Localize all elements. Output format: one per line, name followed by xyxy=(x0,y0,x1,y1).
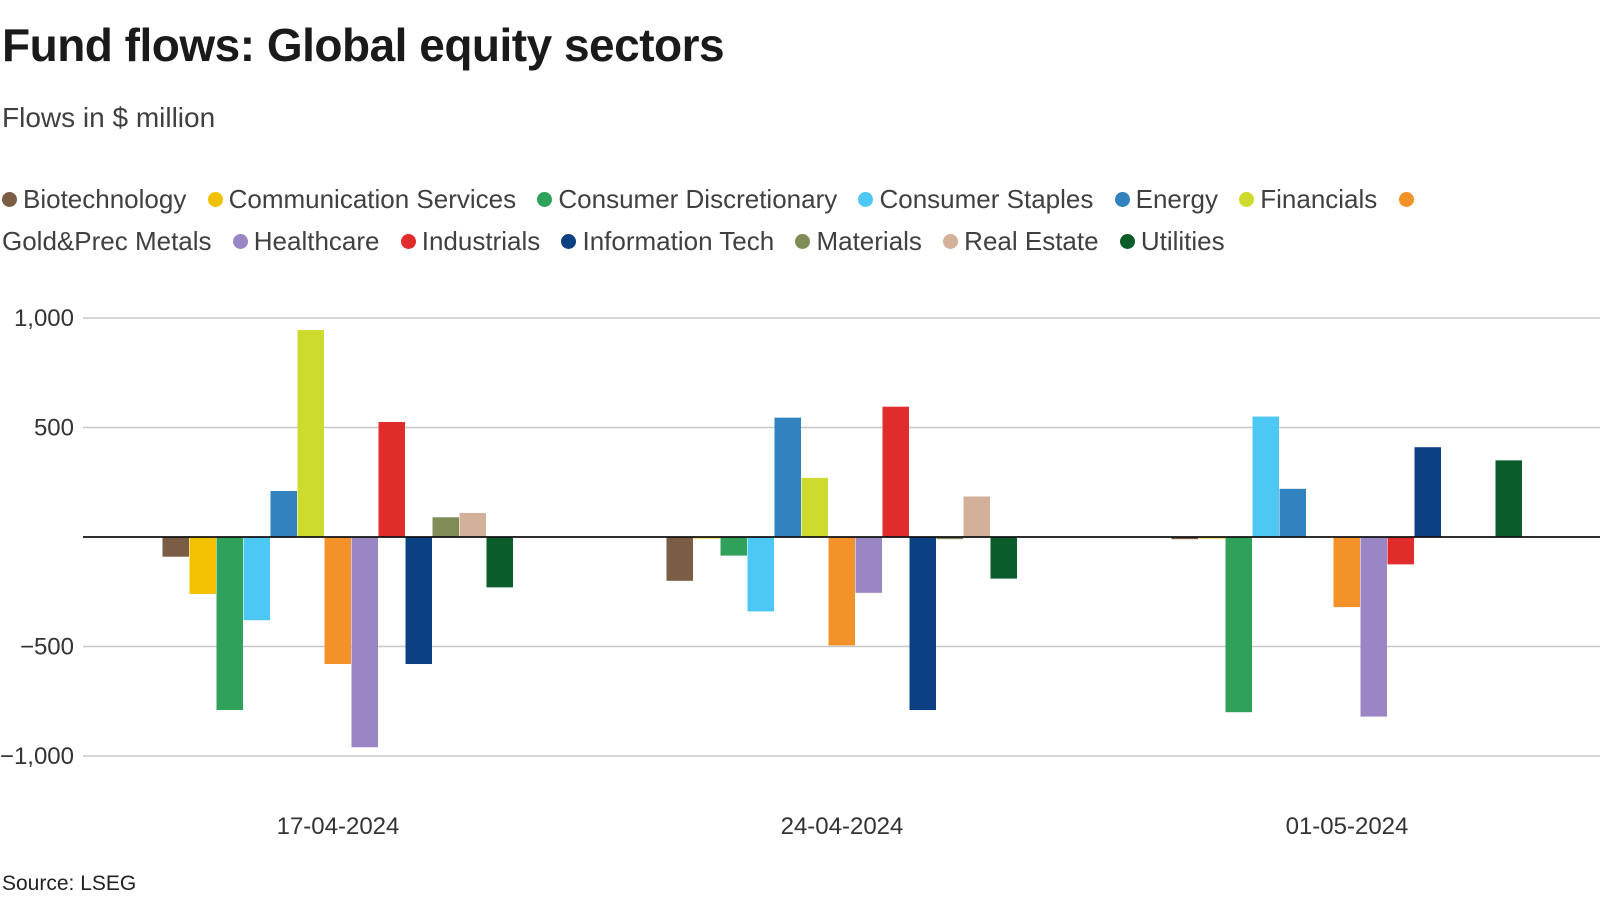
bar-real-estate-17-04-2024 xyxy=(459,512,486,537)
bar-consumer-discretionary-24-04-2024 xyxy=(720,537,747,556)
y-tick-label: −1,000 xyxy=(0,743,74,770)
legend-item-biotechnology: Biotechnology xyxy=(2,184,186,214)
legend-item-energy: Energy xyxy=(1114,184,1218,214)
bar-real-estate-24-04-2024 xyxy=(963,496,990,537)
bar-gold-prec-metals-17-04-2024 xyxy=(324,537,351,665)
legend-item-utilities: Utilities xyxy=(1119,226,1225,256)
bar-consumer-staples-01-05-2024 xyxy=(1252,416,1279,537)
bar-materials-24-04-2024 xyxy=(936,537,963,540)
bar-energy-01-05-2024 xyxy=(1279,488,1306,537)
legend-item-communication-services: Communication Services xyxy=(207,184,517,214)
bar-industrials-24-04-2024 xyxy=(882,406,909,537)
legend-item-materials: Materials xyxy=(795,226,922,256)
bar-information-tech-17-04-2024 xyxy=(405,537,432,665)
chart-subtitle: Flows in $ million xyxy=(2,102,216,133)
legend-swatch xyxy=(561,234,577,249)
legend-swatch xyxy=(537,192,553,207)
legend-swatch xyxy=(943,234,959,249)
bar-gold-prec-metals-01-05-2024 xyxy=(1333,537,1360,608)
y-tick-label: 500 xyxy=(34,415,74,442)
source-note: Source: LSEG xyxy=(2,872,137,895)
legend-label: Consumer Staples xyxy=(879,184,1094,214)
legend-swatch xyxy=(400,234,416,249)
legend-item-information-tech: Information Tech xyxy=(561,226,774,256)
legend-item-consumer-staples: Consumer Staples xyxy=(858,184,1093,214)
bar-consumer-discretionary-01-05-2024 xyxy=(1225,537,1252,713)
bar-communication-services-17-04-2024 xyxy=(189,537,216,594)
bar-industrials-01-05-2024 xyxy=(1387,537,1414,565)
legend-swatch xyxy=(858,192,874,207)
bar-healthcare-17-04-2024 xyxy=(351,537,378,748)
x-tick-label: 01-05-2024 xyxy=(1286,813,1409,840)
legend-label: Financials xyxy=(1260,184,1378,214)
bar-industrials-17-04-2024 xyxy=(378,422,405,537)
bar-utilities-01-05-2024 xyxy=(1495,460,1522,537)
bar-biotechnology-17-04-2024 xyxy=(162,537,189,557)
legend-label: Materials xyxy=(816,226,922,256)
bar-energy-24-04-2024 xyxy=(774,417,801,537)
legend-item-financials: Financials xyxy=(1239,184,1377,214)
legend-item-consumer-discretionary: Consumer Discretionary xyxy=(537,184,837,214)
legend-label: Utilities xyxy=(1140,226,1225,256)
legend-swatch xyxy=(1114,192,1130,207)
bar-financials-17-04-2024 xyxy=(297,330,324,537)
legend-label: Consumer Discretionary xyxy=(558,184,838,214)
bar-gold-prec-metals-24-04-2024 xyxy=(828,537,855,646)
bars xyxy=(162,330,1522,748)
legend-item-gold-prec-metals: Gold&Prec Metals xyxy=(2,184,1420,256)
bar-consumer-staples-24-04-2024 xyxy=(747,537,774,612)
legend-label: Communication Services xyxy=(228,184,517,214)
bar-healthcare-01-05-2024 xyxy=(1360,537,1387,717)
axes: 1,000 500 −500 −1,000 17-04-2024 24-04-2024 01… xyxy=(0,305,1600,840)
legend-label: Industrials xyxy=(421,226,541,256)
bar-energy-17-04-2024 xyxy=(270,491,297,537)
legend-swatch xyxy=(795,234,811,249)
y-tick-label: −500 xyxy=(20,634,74,661)
legend-swatch xyxy=(1239,192,1255,207)
y-tick-label: 1,000 xyxy=(14,305,74,332)
bar-information-tech-24-04-2024 xyxy=(909,537,936,711)
chart-legend: Biotechnology Communication Services Con… xyxy=(2,178,1522,262)
legend-item-industrials: Industrials xyxy=(400,226,541,256)
legend-swatch xyxy=(2,192,17,207)
legend-label: Energy xyxy=(1135,184,1218,214)
bar-biotechnology-01-05-2024 xyxy=(1171,537,1198,540)
bar-materials-17-04-2024 xyxy=(432,517,459,537)
bar-utilities-17-04-2024 xyxy=(486,537,513,588)
legend-label: Information Tech xyxy=(582,226,775,256)
legend-swatch xyxy=(207,192,223,207)
bar-chart: 1,000 500 −500 −1,000 17-04-2024 24-04-2024 01… xyxy=(0,305,1600,840)
bar-consumer-staples-17-04-2024 xyxy=(243,537,270,621)
bar-financials-24-04-2024 xyxy=(801,477,828,537)
legend-item-real-estate: Real Estate xyxy=(943,226,1099,256)
legend-label: Healthcare xyxy=(253,226,380,256)
legend-swatch xyxy=(1119,234,1135,249)
legend-item-healthcare: Healthcare xyxy=(232,226,380,256)
x-tick-label: 24-04-2024 xyxy=(781,813,904,840)
bar-utilities-24-04-2024 xyxy=(990,537,1017,579)
bar-biotechnology-24-04-2024 xyxy=(666,537,693,581)
legend-swatch xyxy=(1398,192,1414,207)
legend-label: Real Estate xyxy=(964,226,1099,256)
x-tick-label: 17-04-2024 xyxy=(277,813,400,840)
legend-swatch xyxy=(232,234,248,249)
legend-label: Biotechnology xyxy=(23,184,187,214)
chart-title: Fund flows: Global equity sectors xyxy=(2,19,725,71)
legend-label: Gold&Prec Metals xyxy=(2,226,212,256)
bar-healthcare-24-04-2024 xyxy=(855,537,882,593)
bar-consumer-discretionary-17-04-2024 xyxy=(216,537,243,711)
bar-information-tech-01-05-2024 xyxy=(1414,447,1441,537)
